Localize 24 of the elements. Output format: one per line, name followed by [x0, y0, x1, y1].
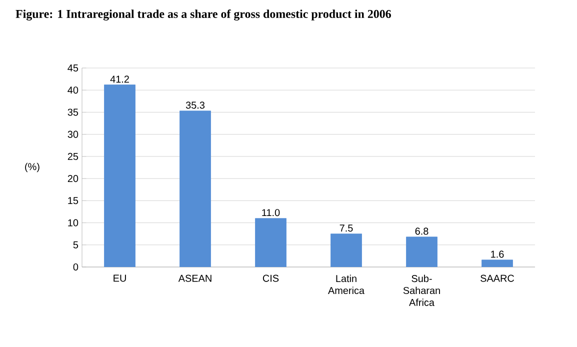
data-label: 35.3 — [186, 102, 205, 109]
data-label: 11.0 — [262, 209, 280, 216]
x-tick-label: Latin America — [328, 274, 365, 294]
y-tick-label: 5 — [73, 241, 78, 248]
y-tick-label: 35 — [68, 108, 78, 116]
y-tick-label: 15 — [68, 197, 78, 204]
y-tick-label: 40 — [68, 86, 78, 94]
data-label: 41.2 — [110, 76, 129, 83]
y-tick-label: 25 — [68, 152, 78, 160]
x-tick-label: Sub-Saharan Africa — [403, 274, 440, 306]
data-label: 6.8 — [415, 228, 428, 235]
x-tick-label: EU — [114, 274, 126, 282]
data-label: 1.6 — [491, 250, 504, 258]
x-tick-label: SAARC — [480, 274, 514, 282]
y-tick-label: 45 — [68, 64, 78, 72]
y-tick-label: 0 — [73, 263, 78, 271]
x-tick-label: ASEAN — [178, 274, 212, 282]
y-tick-label: 20 — [68, 175, 78, 182]
x-tick-label: CIS — [262, 274, 279, 282]
chart-title: Figure: 1 Intraregional trade as a share of gross domestic product in 2006 — [16, 9, 391, 21]
y-axis-title: (%) — [25, 162, 40, 172]
y-tick-label: 30 — [68, 130, 78, 138]
y-tick-label: 10 — [68, 219, 78, 226]
data-label: 7.5 — [340, 224, 353, 232]
